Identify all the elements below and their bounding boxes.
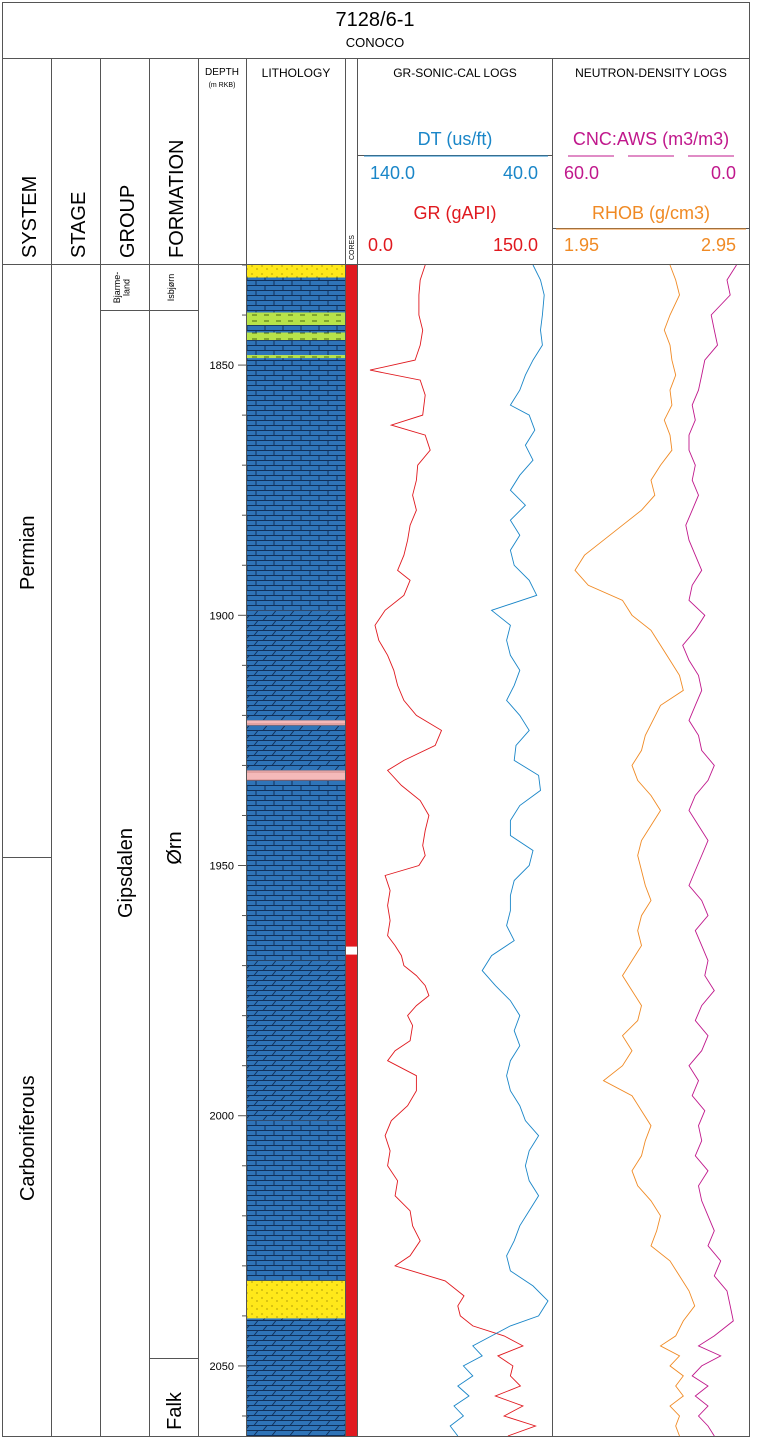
cnc-min: 60.0	[564, 163, 599, 183]
system-1: Carboniferous	[17, 1075, 39, 1201]
col-gr-track: GR-SONIC-CAL LOGS	[393, 66, 517, 80]
col-lithology: LITHOLOGY	[262, 66, 331, 80]
gr-label: GR (gAPI)	[413, 203, 496, 223]
cnc-label: CNC:AWS (m3/m3)	[573, 129, 729, 149]
rhob-label: RHOB (g/cm3)	[592, 203, 710, 223]
col-depth-unit: (m RKB)	[209, 82, 236, 89]
lithology-limestone-15	[247, 1120, 345, 1281]
depth-axis: 1850 1900 1950 2000 2050	[210, 264, 246, 1417]
lithology-dolomite-10	[247, 725, 345, 771]
group-1: Gipsdalen	[115, 828, 137, 918]
lithology-anhydrite-9	[247, 720, 345, 726]
lithology-limestone-7	[247, 358, 345, 611]
lithology-marl-6	[247, 355, 345, 359]
lithology-limestone-1	[247, 277, 345, 313]
gr-max: 150.0	[493, 235, 538, 255]
well-name: 7128/6-1	[336, 9, 415, 31]
cnc-max: 0.0	[711, 163, 736, 183]
core-bar	[346, 265, 357, 1436]
curve-dt	[449, 264, 549, 1437]
lithology-marl-4	[247, 332, 345, 341]
stratigraphy-labels: Permian Carboniferous Bjarme-land Gipsdalen…	[17, 272, 186, 1430]
col-group: GROUP	[117, 185, 139, 258]
curve-cnc	[682, 264, 737, 1437]
rhob-max: 2.95	[701, 235, 736, 255]
operator-name: CONOCO	[346, 35, 405, 50]
group-0: Bjarme-land	[112, 272, 131, 304]
lithology-dolomite-14	[247, 960, 345, 1121]
depth-label: 2000	[210, 1111, 234, 1123]
curve-headers: DT (us/ft) 140.0 40.0 GR (gAPI) 0.0 150.…	[368, 129, 736, 255]
lithology-limestone-13	[247, 875, 345, 961]
col-depth: DEPTH	[205, 67, 239, 78]
cores-column	[346, 265, 357, 1436]
depth-label: 1950	[210, 861, 234, 873]
lithology-dolomite-17	[247, 1318, 345, 1436]
col-nd-track: NEUTRON-DENSITY LOGS	[575, 66, 727, 80]
lithology-limestone-12	[247, 780, 345, 876]
formation-0: Isbjørn	[166, 274, 176, 302]
col-stage: STAGE	[68, 192, 90, 258]
system-0: Permian	[17, 516, 39, 590]
formation-1: Ørn	[164, 831, 186, 864]
lithology-anhydrite-11	[247, 770, 345, 781]
lithology-column	[247, 265, 345, 1436]
formation-2: Falk	[164, 1391, 186, 1430]
core-gap	[346, 946, 357, 955]
col-system: SYSTEM	[19, 176, 41, 258]
log-curves	[369, 264, 737, 1437]
gr-min: 0.0	[368, 235, 393, 255]
depth-label: 2050	[210, 1361, 234, 1373]
lithology-sandstone-0	[247, 265, 345, 278]
dt-min: 140.0	[370, 163, 415, 183]
col-formation: FORMATION	[166, 139, 188, 258]
lithology-limestone-3	[247, 325, 345, 333]
rhob-min: 1.95	[564, 235, 599, 255]
depth-label: 1900	[210, 610, 234, 622]
depth-label: 1850	[210, 360, 234, 372]
curve-gr	[369, 264, 537, 1437]
col-cores: CORES	[349, 235, 356, 260]
lithology-marl-2	[247, 312, 345, 326]
curve-rhob	[574, 264, 696, 1437]
dt-label: DT (us/ft)	[418, 129, 493, 149]
dt-max: 40.0	[503, 163, 538, 183]
lithology-dolomite-8	[247, 610, 345, 721]
lithology-limestone-5	[247, 340, 345, 356]
lithology-sandstone-16	[247, 1280, 345, 1319]
